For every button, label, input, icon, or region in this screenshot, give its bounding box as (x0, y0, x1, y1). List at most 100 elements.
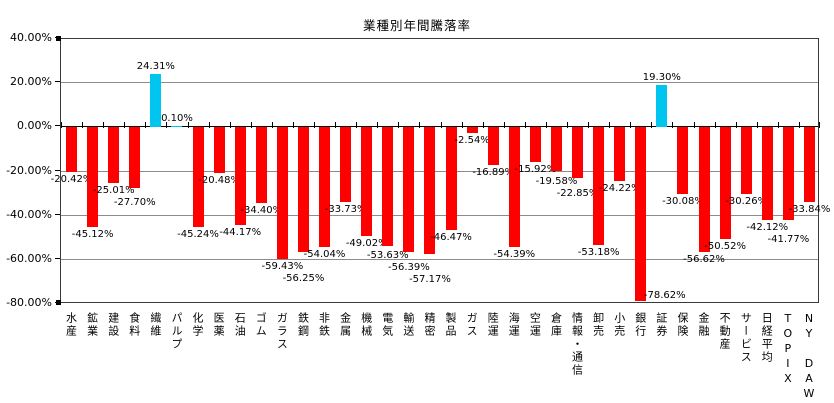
bar-医薬[interactable] (213, 127, 225, 173)
bar-鉱業[interactable] (87, 127, 99, 227)
bar-繊維[interactable] (150, 73, 162, 128)
category-label-製品: 製品 (444, 312, 458, 338)
bar-ゴム[interactable] (255, 127, 267, 204)
y-gridline (61, 82, 818, 84)
bar-倉庫[interactable] (550, 127, 562, 171)
category-tick (145, 122, 147, 129)
category-label-パルプ: パルプ (169, 312, 183, 351)
bar-NY DAW[interactable] (803, 127, 815, 203)
bar-石油[interactable] (234, 127, 246, 225)
value-label: -15.92% (514, 164, 557, 176)
category-tick (735, 122, 737, 129)
y-gridline (61, 170, 818, 172)
category-tick (292, 122, 294, 129)
value-label: -53.18% (577, 246, 620, 258)
category-label-証券: 証券 (654, 312, 668, 338)
value-label: -50.52% (704, 240, 746, 252)
category-label-保険: 保険 (675, 312, 689, 338)
category-tick (588, 122, 590, 129)
category-tick (503, 122, 505, 129)
y-axis-tick (55, 125, 60, 127)
bar-海運[interactable] (508, 127, 520, 248)
category-tick (609, 122, 611, 129)
value-label: 19.30% (642, 71, 681, 83)
bar-輸送[interactable] (403, 127, 415, 252)
category-label-卸売: 卸売 (591, 312, 605, 338)
bar-鉄鋼[interactable] (297, 127, 309, 252)
value-label: -25.01% (92, 184, 135, 196)
bar-日経平均[interactable] (761, 127, 773, 221)
category-tick (524, 122, 526, 129)
bar-銀行[interactable] (635, 127, 647, 301)
category-tick (693, 122, 695, 129)
category-label-空運: 空運 (528, 312, 542, 338)
category-label-情報・通信: 情報・通信 (570, 312, 584, 377)
category-tick (377, 122, 379, 129)
bar-水産[interactable] (66, 127, 78, 173)
category-label-建設: 建設 (106, 312, 120, 338)
bar-卸売[interactable] (593, 127, 605, 245)
y-tick-label: 0.00% (17, 119, 52, 133)
bar-食料[interactable] (129, 127, 141, 189)
bar-保険[interactable] (677, 127, 689, 194)
bar-陸運[interactable] (487, 127, 499, 165)
category-label-金融: 金融 (697, 312, 711, 338)
value-label: -42.12% (746, 222, 789, 234)
bar-空運[interactable] (529, 127, 541, 163)
category-tick (419, 122, 421, 129)
bar-パルプ[interactable] (171, 126, 183, 128)
category-tick (482, 122, 484, 129)
value-label: -19.58% (535, 176, 578, 188)
value-label: 0.10% (161, 113, 193, 125)
category-label-日経平均: 日経平均 (760, 312, 774, 364)
bar-小売[interactable] (614, 127, 626, 181)
bar-ガラス[interactable] (276, 127, 288, 259)
category-label-倉庫: 倉庫 (549, 312, 563, 338)
axis-end-marker (56, 36, 61, 41)
bar-建設[interactable] (108, 127, 120, 183)
category-tick (756, 122, 758, 129)
category-label-食料: 食料 (127, 312, 141, 338)
bar-ガス[interactable] (466, 127, 478, 133)
y-axis-tick (55, 81, 60, 83)
value-label: -49.02% (345, 237, 388, 249)
y-axis-tick (55, 169, 60, 171)
category-tick (545, 122, 547, 129)
value-label: -41.77% (767, 234, 810, 246)
bar-金融[interactable] (698, 127, 710, 253)
bar-機械[interactable] (361, 127, 373, 236)
bar-証券[interactable] (656, 84, 668, 128)
y-gridline (61, 214, 818, 216)
value-label: -56.62% (683, 254, 725, 266)
bar-金属[interactable] (340, 127, 352, 202)
bar-化学[interactable] (192, 127, 204, 228)
bar-サービス[interactable] (740, 127, 752, 195)
value-label: -46.47% (430, 231, 472, 243)
value-label: -59.43% (261, 260, 304, 272)
bar-精密[interactable] (424, 127, 436, 254)
value-label: -54.39% (493, 249, 536, 261)
category-tick (398, 122, 400, 129)
value-label: -57.17% (409, 273, 451, 285)
bar-非鉄[interactable] (319, 127, 331, 247)
category-label-精密: 精密 (422, 312, 436, 338)
bar-電気[interactable] (382, 127, 394, 246)
category-label-陸運: 陸運 (486, 312, 500, 338)
axis-end-marker (56, 300, 61, 305)
value-label: -45.24% (177, 229, 219, 241)
category-tick (103, 122, 105, 129)
category-label-鉄鋼: 鉄鋼 (296, 312, 310, 338)
bar-製品[interactable] (445, 127, 457, 230)
value-label: -16.89% (472, 166, 515, 178)
bar-情報・通信[interactable] (572, 127, 584, 178)
category-label-サービス: サービス (739, 312, 753, 364)
bar-不動産[interactable] (719, 127, 731, 239)
y-gridline (61, 258, 818, 260)
value-label: -30.08% (662, 195, 704, 207)
value-label: -27.70% (113, 196, 156, 208)
category-label-医薬: 医薬 (212, 312, 226, 338)
bar-TOPIX[interactable] (782, 127, 794, 220)
category-tick (271, 122, 273, 129)
value-label: -24.22% (598, 182, 641, 194)
